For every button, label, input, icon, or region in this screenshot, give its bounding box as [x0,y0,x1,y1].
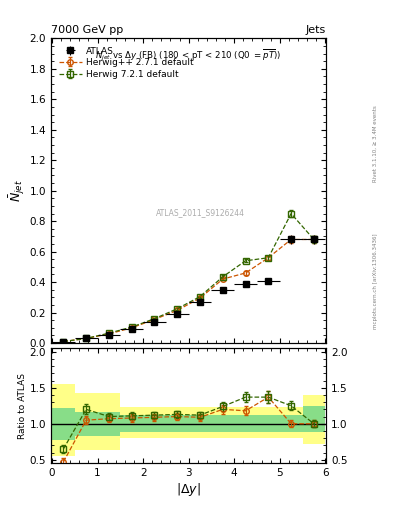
X-axis label: $|\Delta y|$: $|\Delta y|$ [176,481,201,498]
Legend: ATLAS, Herwig++ 2.7.1 default, Herwig 7.2.1 default: ATLAS, Herwig++ 2.7.1 default, Herwig 7.… [55,43,198,82]
Text: 7000 GeV pp: 7000 GeV pp [51,25,123,35]
Text: ATLAS_2011_S9126244: ATLAS_2011_S9126244 [156,208,244,217]
Text: Rivet 3.1.10, ≥ 3.4M events: Rivet 3.1.10, ≥ 3.4M events [373,105,378,182]
Y-axis label: Ratio to ATLAS: Ratio to ATLAS [18,373,27,439]
Text: $N_{jet}$ vs $\Delta y$ (FB) (180 < pT < 210 (Q0 $=\overline{pT}$)): $N_{jet}$ vs $\Delta y$ (FB) (180 < pT <… [95,48,282,63]
Y-axis label: $\bar{N}_{jet}$: $\bar{N}_{jet}$ [7,179,27,202]
Text: mcplots.cern.ch [arXiv:1306.3436]: mcplots.cern.ch [arXiv:1306.3436] [373,234,378,329]
Text: Jets: Jets [306,25,326,35]
